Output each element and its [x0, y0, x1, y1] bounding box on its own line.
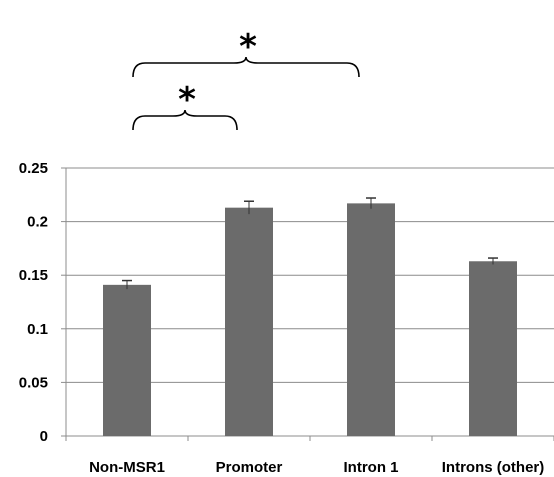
significance-star: * [178, 80, 196, 120]
bars [103, 197, 517, 436]
significance-bracket [132, 56, 360, 78]
x-category-label: Non-MSR1 [89, 459, 165, 476]
x-category-label: Introns (other) [442, 459, 545, 476]
x-category-label: Intron 1 [344, 459, 399, 476]
bar [225, 207, 273, 436]
y-tick-label: 0 [40, 428, 48, 445]
significance-brackets: ** [132, 27, 360, 131]
significance-bracket [132, 109, 238, 131]
y-tick-label: 0.2 [27, 214, 48, 231]
y-tick-label: 0.25 [19, 160, 48, 177]
bar [103, 284, 151, 436]
labels: 0 0.05 0.1 0.15 0.2 0.25 Non-MSR1 Promoter Intro… [19, 160, 544, 476]
y-tick-label: 0.05 [19, 374, 48, 391]
bar [469, 261, 517, 436]
bar [347, 203, 395, 436]
y-tick-label: 0.1 [27, 321, 48, 338]
x-category-label: Promoter [216, 459, 283, 476]
significance-star: * [239, 27, 257, 67]
y-tick-label: 0.15 [19, 267, 48, 284]
